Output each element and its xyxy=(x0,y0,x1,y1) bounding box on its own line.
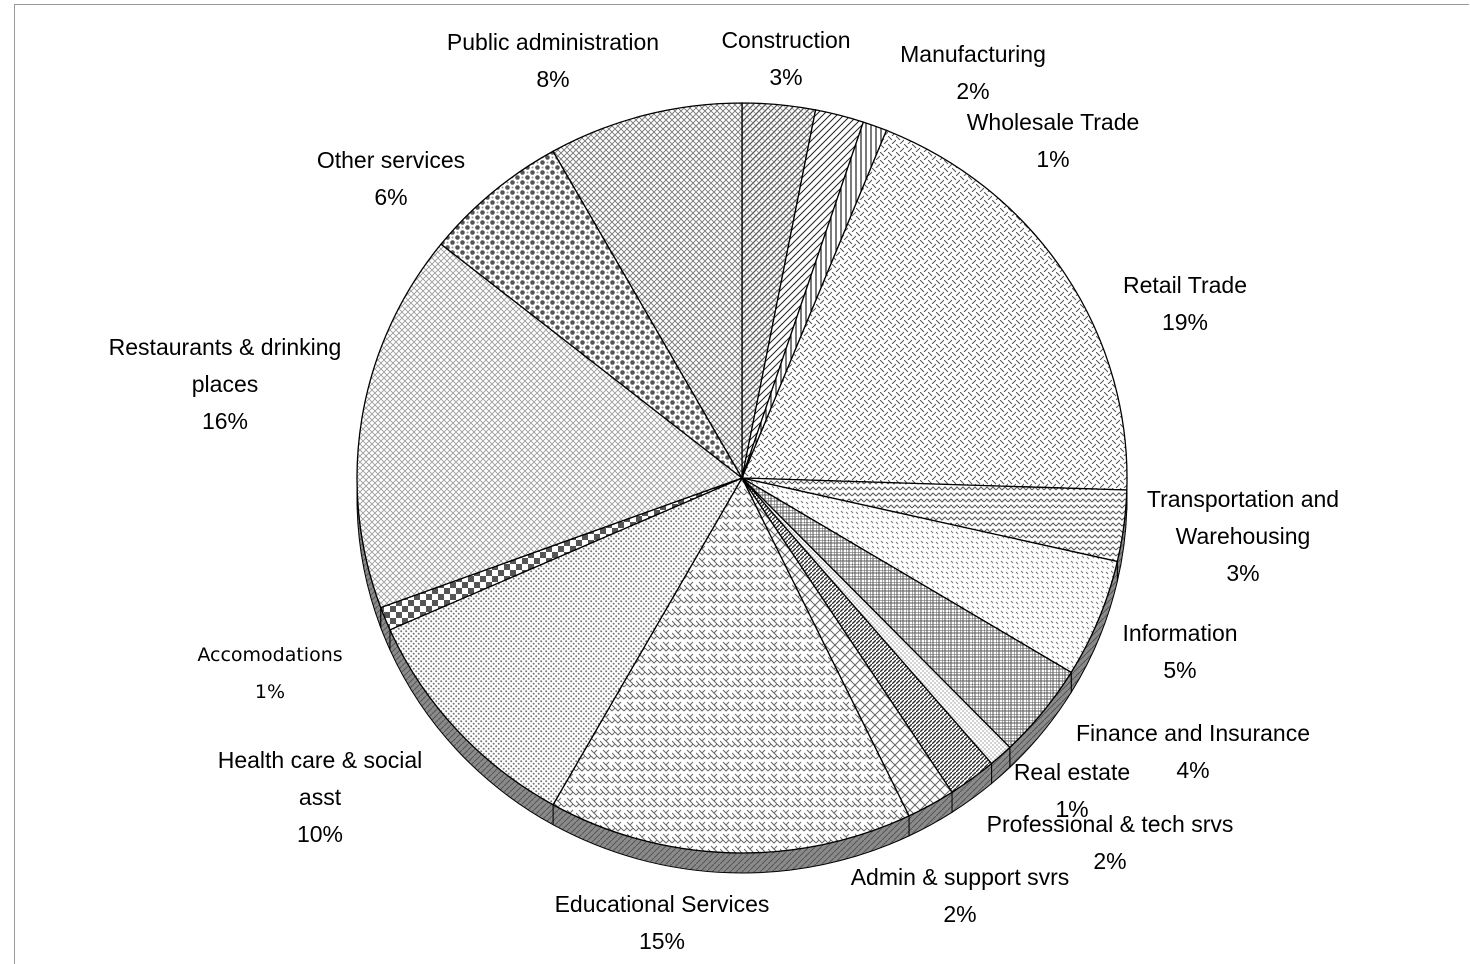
pie-slices xyxy=(357,103,1127,853)
slice-percent-retail-trade: 19% xyxy=(1162,309,1208,335)
slice-percent-wholesale-trade: 1% xyxy=(1036,146,1069,172)
slice-percent-public-administration: 8% xyxy=(536,66,569,92)
slice-percent-other-services: 6% xyxy=(374,184,407,210)
slice-percent-restaurants-and-drinking-places: 16% xyxy=(202,408,248,434)
slice-percent-manufacturing: 2% xyxy=(956,78,989,104)
slice-percent-professional-and-tech-srvs: 2% xyxy=(1093,848,1126,874)
slice-percent-health-care-and-social-asst: 10% xyxy=(297,821,343,847)
slice-percent-construction: 3% xyxy=(769,64,802,90)
slice-percent-transportation-and-warehousing: 3% xyxy=(1226,560,1259,586)
slice-percent-finance-and-insurance: 4% xyxy=(1176,757,1209,783)
slice-percent-educational-services: 15% xyxy=(639,928,685,954)
slice-percent-information: 5% xyxy=(1163,657,1196,683)
slice-percent-admin-and-support-svrs: 2% xyxy=(943,901,976,927)
slice-percent-accomodations: 1% xyxy=(255,681,285,703)
